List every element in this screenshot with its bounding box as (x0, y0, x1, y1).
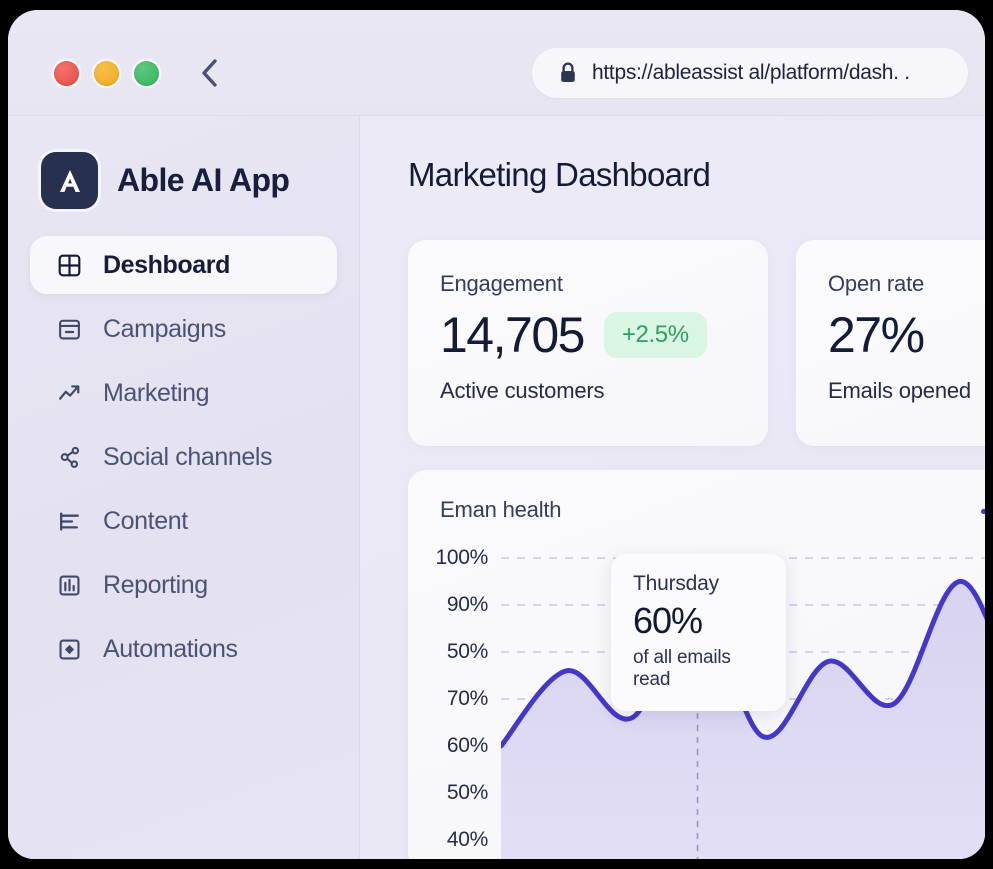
sidebar-item-label: Automations (103, 634, 238, 663)
sidebar-item-automations[interactable]: Automations (30, 620, 337, 678)
stat-card-engagement: Engagement 14,705 +2.5% Active customers (408, 240, 768, 446)
stat-card-label: Open rate (828, 271, 925, 296)
sidebar-item-deshboard[interactable]: Deshboard (30, 236, 337, 294)
app-logo (41, 152, 98, 209)
y-axis-tick-label: 40% (446, 828, 488, 851)
address-bar[interactable]: https://ableassist al/platform/dash. . (532, 48, 968, 98)
stat-cards-row: Engagement 14,705 +2.5% Active customers… (408, 240, 985, 446)
chart-plot-area: Thursday 60% of all emails read 100% 90% 5… (408, 532, 985, 859)
lock-icon (558, 61, 578, 85)
sidebar-item-marketing[interactable]: Marketing (30, 364, 337, 422)
y-axis-tick-label: 70% (446, 687, 488, 710)
y-axis-tick-label: 50% (446, 640, 488, 663)
tooltip-day: Thursday (633, 572, 719, 595)
back-button[interactable] (190, 54, 228, 92)
sidebar-item-label: Content (103, 506, 188, 535)
stat-card-value: 14,705 (440, 307, 585, 363)
brand[interactable]: Able AI App (41, 152, 290, 209)
sidebar-item-label: Social channels (103, 442, 273, 471)
stat-card-value-row: 27% (828, 309, 985, 362)
status-badge: +2.5% (603, 312, 707, 359)
stat-card-label: Engagement (440, 271, 563, 296)
sidebar-item-label: Deshboard (103, 250, 230, 279)
page-title: Marketing Dashboard (408, 156, 711, 193)
window-close-button[interactable] (54, 61, 79, 86)
y-axis-tick-label: 50% (446, 781, 488, 804)
chart-area-fill (501, 581, 985, 859)
tooltip-value: 60% (633, 600, 703, 641)
flow-square-icon (56, 636, 82, 662)
chevron-left-icon (202, 59, 217, 87)
chart-line (501, 579, 985, 749)
card-minus-icon (56, 316, 82, 342)
sidebar-nav: Deshboard Campaigns (8, 236, 359, 678)
sidebar: Able AI App Deshboard (8, 116, 360, 859)
y-axis-tick-label: 100% (435, 546, 488, 569)
window-maximize-button[interactable] (134, 61, 159, 86)
window-minimize-button[interactable] (94, 61, 119, 86)
stat-card-subtitle: Active customers (440, 377, 605, 403)
stat-card-value: 27% (828, 307, 925, 363)
share-nodes-icon (56, 444, 82, 470)
sidebar-item-label: Reporting (103, 570, 208, 599)
stat-card-open-rate: Open rate 27% Emails opened (796, 240, 985, 446)
sidebar-item-campaigns[interactable]: Campaigns (30, 300, 337, 358)
chart-legend[interactable]: Open (ate (981, 499, 985, 523)
sidebar-item-social-channels[interactable]: Social channels (30, 428, 337, 486)
browser-titlebar: https://ableassist al/platform/dash. . (8, 10, 985, 116)
logo-a-icon (59, 169, 80, 192)
stat-card-subtitle: Emails opened (828, 377, 971, 403)
legend-swatch-icon (981, 508, 985, 514)
sidebar-item-label: Marketing (103, 378, 210, 407)
chart-title: Eman health (440, 497, 562, 522)
y-axis-tick-label: 60% (446, 734, 488, 757)
sidebar-item-reporting[interactable]: Reporting (30, 556, 337, 614)
chart-tooltip: Thursday 60% of all emails read (611, 554, 786, 711)
main-content: Marketing Dashboard Engagement 14,705 +2… (360, 116, 985, 859)
tooltip-subtitle: of all emails read (633, 646, 731, 690)
y-axis-tick-label: 90% (446, 593, 488, 616)
stat-card-value-row: 14,705 +2.5% (440, 309, 736, 362)
trend-up-icon (56, 380, 82, 406)
browser-window: https://ableassist al/platform/dash. . A… (8, 10, 985, 859)
chart-card: Eman health Open (ate (408, 470, 985, 859)
sidebar-item-label: Campaigns (103, 314, 226, 343)
brand-name: Able AI App (117, 162, 290, 198)
align-left-icon (56, 508, 82, 534)
grid-icon (56, 252, 82, 278)
sidebar-item-content[interactable]: Content (30, 492, 337, 550)
bar-chart-icon (56, 572, 82, 598)
url-text: https://ableassist al/platform/dash. . (592, 61, 910, 84)
